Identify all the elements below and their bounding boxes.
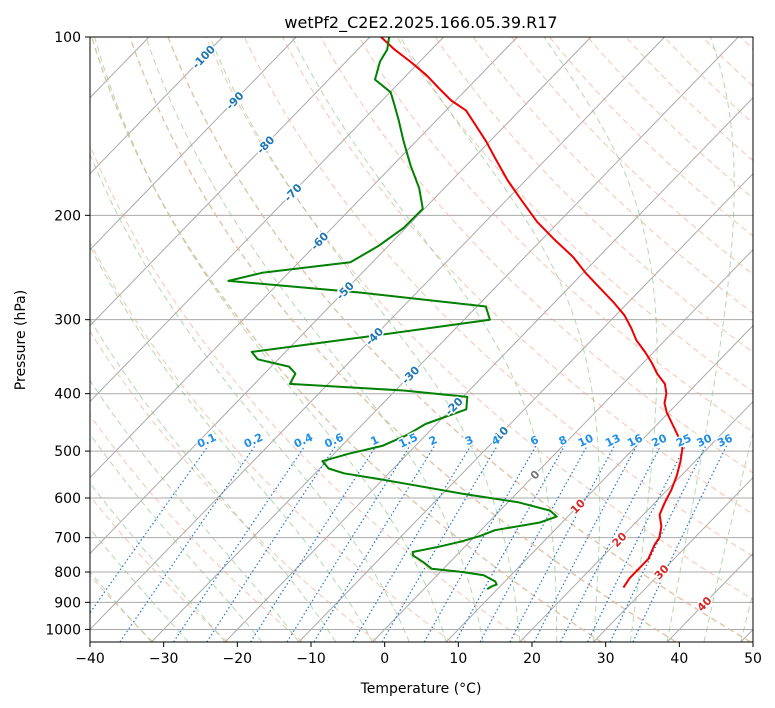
plot-frame [89, 36, 754, 643]
y-tick-label: 400 [54, 387, 81, 403]
dry-adiabat-line [90, 330, 378, 642]
dry-adiabat-line [434, 37, 753, 353]
theta-reference-line [129, 37, 677, 642]
mixing-ratio-line [609, 445, 707, 642]
mixing-ratio-line [479, 445, 588, 642]
x-tick-label: −30 [149, 651, 179, 667]
mixing-ratio-line [587, 445, 686, 642]
mixing-ratio-line [250, 445, 377, 642]
dry-adiabat-line [511, 37, 753, 275]
y-axis-title: Pressure (hPa) [13, 290, 29, 390]
dry-adiabat-line [90, 414, 303, 642]
isotherm-line [90, 37, 592, 555]
mixing-ratio-line [381, 445, 498, 642]
moist-adiabat-line [90, 379, 300, 642]
x-tick-label: −40 [75, 651, 105, 667]
y-tick-label: 900 [54, 595, 81, 611]
isotherm-line [224, 97, 753, 642]
moist-adiabat-line [740, 590, 753, 642]
y-tick-label: 600 [54, 491, 81, 507]
mixing-ratio-line [454, 445, 566, 642]
dry-adiabat-line [205, 37, 753, 601]
moist-adiabat-line [90, 152, 410, 642]
x-tick-label: 0 [380, 651, 389, 667]
moist-adiabat-line [90, 245, 373, 642]
isotherm-line [298, 173, 753, 642]
dry-adiabat-line [90, 241, 453, 642]
background-lines [90, 37, 753, 642]
x-tick-label: −20 [223, 651, 253, 667]
mixing-ratio-line [90, 445, 209, 614]
isotherm-line [519, 400, 753, 642]
moist-adiabat-line [209, 37, 521, 642]
moist-adiabat-line [703, 430, 753, 642]
isotherm-line [90, 37, 297, 251]
isotherm-line [593, 476, 753, 642]
y-tick-label: 500 [54, 444, 81, 460]
moist-adiabat-line [543, 37, 658, 642]
x-tick-label: 40 [670, 651, 688, 667]
dry-adiabat-line [320, 37, 753, 474]
dewpoint-profile-line [227, 37, 558, 590]
isotherm-line [90, 37, 518, 479]
x-axis-title: Temperature (°C) [360, 681, 482, 697]
moist-adiabat-line [90, 482, 226, 642]
moist-adiabat-line [90, 318, 337, 642]
sounding-profiles [227, 37, 684, 590]
x-tick-label: −10 [296, 651, 326, 667]
mixing-ratio-line [173, 445, 306, 642]
y-tick-label: 800 [54, 565, 81, 581]
mixing-ratio-line [560, 445, 662, 642]
mixing-ratio-line [313, 445, 436, 642]
dry-adiabat-line [282, 37, 753, 515]
isotherm-line [90, 37, 223, 175]
dry-adiabat-line [396, 37, 753, 393]
moist-adiabat-line [291, 37, 558, 642]
y-tick-label: 300 [54, 313, 81, 329]
mixing-ratio-line [119, 445, 256, 642]
chart-title: wetPf2_C2E2.2025.166.05.39.R17 [284, 13, 557, 33]
y-tick-label: 1000 [45, 622, 81, 638]
y-tick-label: 200 [54, 208, 81, 224]
axes: −40 −30 −20 −10 0 10 20 30 40 50 1000 900 800 700 600 5… [45, 30, 762, 667]
mixing-ratio-line [206, 445, 337, 642]
x-tick-label: 30 [597, 651, 615, 667]
dry-adiabat-line [90, 495, 229, 642]
theta-reference-line [167, 37, 752, 642]
isotherm-line [90, 37, 371, 327]
y-tick-label: 700 [54, 531, 81, 547]
theta-reference-line [91, 37, 602, 642]
mixing-ratio-line [286, 445, 411, 642]
isotherm-line [445, 324, 753, 642]
isotherm-line [372, 248, 753, 642]
dry-adiabat-line [549, 37, 753, 237]
isotherm-line [90, 37, 444, 403]
dry-adiabat-line [90, 574, 154, 642]
x-tick-label: 10 [449, 651, 467, 667]
moist-adiabat-line [666, 37, 735, 642]
moist-adiabat-line [90, 433, 263, 642]
dry-adiabat-line [243, 37, 753, 558]
x-tick-label: 50 [744, 651, 762, 667]
isotherm-line [151, 37, 739, 642]
dry-adiabat-line [90, 144, 527, 642]
temperature-profile-line [380, 37, 684, 589]
moist-adiabat-line [94, 37, 447, 642]
x-tick-label: 20 [523, 651, 541, 667]
y-tick-label: 100 [54, 30, 81, 46]
moist-adiabat-line [399, 37, 601, 642]
